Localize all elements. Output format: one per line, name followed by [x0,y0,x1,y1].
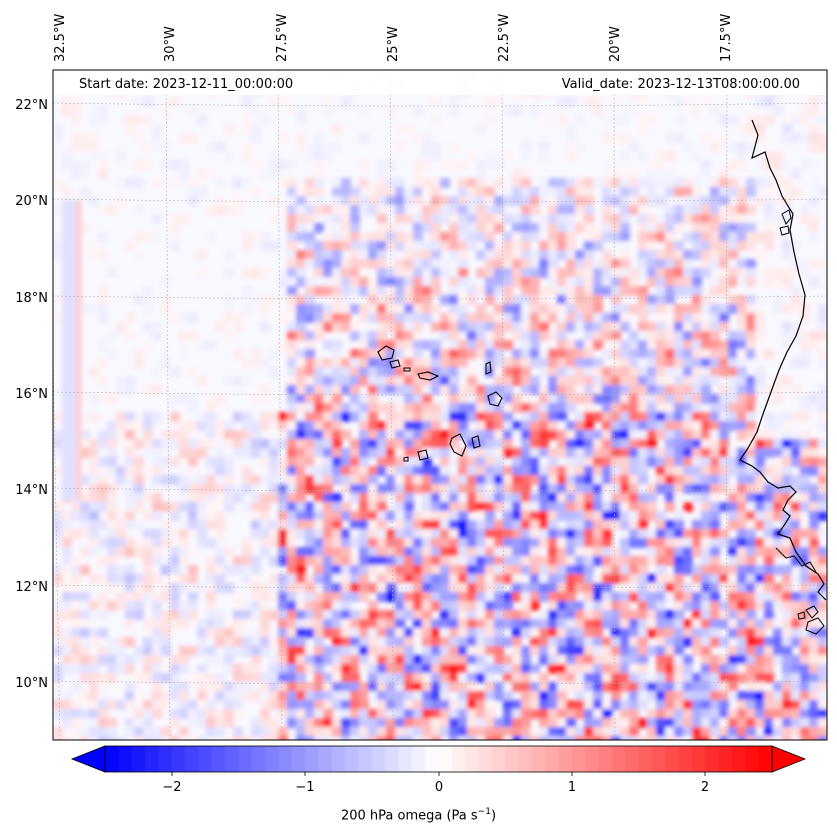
africa-coastline-south [775,547,817,573]
colorbar-bin [131,746,146,772]
colorbar-bin [291,746,306,772]
colorbar-tick-label: −2 [162,780,182,795]
colorbar-bin [718,746,733,772]
colorbar-tick-label: −1 [295,780,315,795]
colorbar-bin [545,746,560,772]
colorbar-bin [465,746,480,772]
lat-label-18n: 18°N [15,291,48,306]
colorbar-bin [518,746,533,772]
island-coast-3 [805,605,819,619]
colorbar-extend-high [771,745,807,773]
colorbar-bin [491,746,506,772]
colorbar-bin [745,746,760,772]
colorbar-bin [531,746,546,772]
colorbar-bin [225,746,239,772]
colorbar-outline [104,745,773,773]
colorbar-bin [705,746,720,772]
colorbar-bin [678,746,693,772]
lat-label-22n: 22°N [15,98,48,113]
lon-label-27.5w: 27.5°W [275,13,290,62]
lat-label-16n: 16°N [15,387,48,402]
island-coast-2 [779,225,790,236]
colorbar-bin [371,746,386,772]
island-brava [403,456,409,462]
island-sal [485,361,492,375]
omega-field [53,70,827,740]
valid-date-label: Valid_date: 2023-12-13T08:00:00.00 [561,77,800,92]
colorbar-bin [345,746,360,772]
colorbar-bin [358,746,373,772]
lat-label-10n: 10°N [15,676,48,691]
colorbar-bin [185,746,199,772]
africa-coastline [739,119,827,601]
island-maio [471,435,481,449]
colorbar-bin [758,746,773,772]
colorbar-bin [278,746,293,772]
colorbar-tick-label: 2 [700,780,710,795]
colorbar-bin [118,746,133,772]
island-santo-antao [377,345,395,361]
colorbar-bin [585,746,600,772]
colorbar-bin [211,746,226,772]
colorbar-bin [145,746,159,772]
colorbar-bin [318,746,333,772]
colorbar-bin [651,746,666,772]
colorbar-bin [731,746,746,772]
colorbar-extend-low [70,745,106,773]
lat-label-14n: 14°N [15,483,48,498]
colorbar-bin [505,746,520,772]
colorbar-bin [398,746,413,772]
colorbar-bin [478,746,493,772]
island-coast-5 [797,611,806,620]
colorbar-bin [638,746,653,772]
colorbar-bin [571,746,586,772]
lon-label-32.5w: 32.5°W [53,13,68,62]
lon-label-30w: 30°W [163,26,178,62]
colorbar-bin [265,746,280,772]
start-date-label: Start date: 2023-12-11_00:00:00 [79,77,294,92]
colorbar-bin [451,746,466,772]
colorbar-bin [625,746,640,772]
colorbar-bin [385,746,400,772]
colorbar-bin [305,746,320,772]
colorbar-bin [665,746,680,772]
colorbar-tick-label: 0 [434,780,444,795]
colorbar-bin [438,746,453,772]
island-fogo [417,449,429,461]
colorbar-bin [558,746,573,772]
colorbar-bin [158,746,173,772]
colorbar-bin [411,746,426,772]
colorbar-bin [331,746,346,772]
lat-label-12n: 12°N [15,580,48,595]
island-sao-vicente [389,359,401,369]
lon-label-25w: 25°W [386,26,401,62]
colorbar-bin [425,746,440,772]
colorbar-bin [598,746,613,772]
colorbar-bin [611,746,626,772]
lon-label-20w: 20°W [608,26,623,62]
colorbar-bin [171,746,186,772]
header-band [54,71,826,95]
colorbar [70,745,807,776]
island-coast-1 [781,209,792,225]
colorbar-bin [251,746,266,772]
island-coast-4 [805,617,825,635]
colorbar-bin [238,746,253,772]
colorbar-bin [105,746,119,772]
map-frame [52,69,828,741]
island-boa-vista [487,391,503,407]
lat-label-20n: 20°N [15,194,48,209]
island-sao-nicolau [417,371,440,381]
colorbar-bin [691,746,706,772]
colorbar-tick-label: 1 [567,780,577,795]
colorbar-bin [198,746,213,772]
island-santiago [449,433,467,457]
island-santa-luzia [403,367,411,372]
lon-label-22.5w: 22.5°W [497,13,512,62]
colorbar-label: 200 hPa omega (Pa s−1) [340,807,497,824]
lon-label-17.5w: 17.5°W [719,13,734,62]
